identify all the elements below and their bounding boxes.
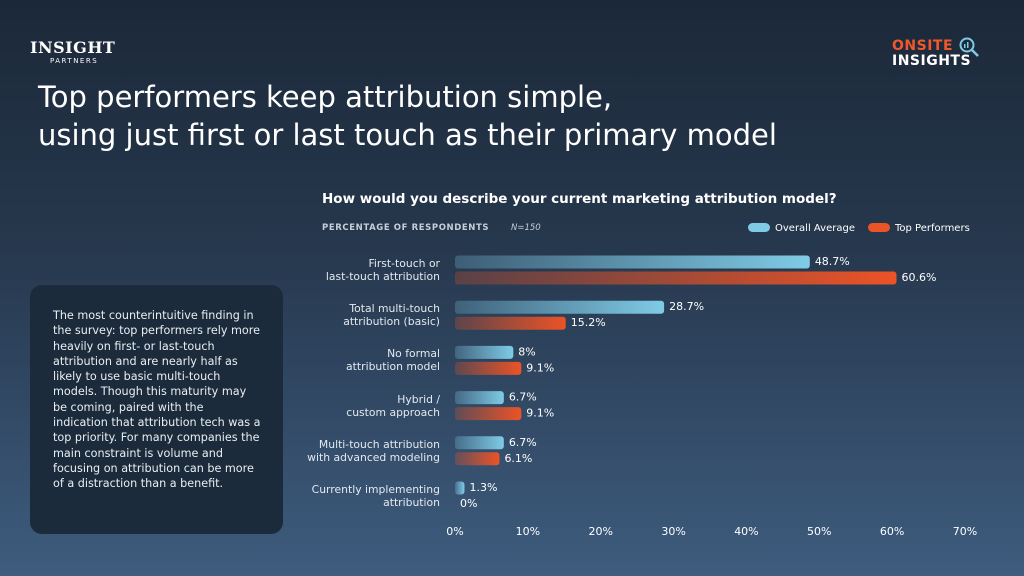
bar — [455, 436, 504, 450]
category-label: No formal attribution model — [346, 347, 440, 374]
logo-sub: PARTNERS — [50, 57, 99, 65]
chart-note: N=150 — [511, 223, 541, 233]
chart-subtitle: PERCENTAGE OF RESPONDENTS — [322, 223, 490, 233]
bar — [455, 391, 504, 405]
value-label: 6.7% — [509, 436, 537, 449]
value-label: 8% — [518, 345, 535, 358]
legend-label: Overall Average — [775, 223, 855, 234]
x-tick-label: 50% — [807, 525, 831, 538]
bar — [455, 255, 810, 269]
value-label: 9.1% — [526, 361, 554, 374]
legend-label: Top Performers — [894, 223, 970, 234]
legend-swatch — [868, 223, 890, 232]
category-label: First-touch or last-touch attribution — [325, 257, 440, 283]
value-label: 1.3% — [469, 481, 497, 494]
value-label: 48.7% — [815, 255, 850, 268]
logo: ONSITE — [892, 38, 954, 54]
x-tick-label: 70% — [953, 525, 977, 538]
sidebar: The most counterintuitive finding in the… — [30, 285, 283, 534]
logo: INSIGHT — [30, 38, 116, 57]
headline: Top performers keep attribution simple, … — [38, 80, 777, 152]
value-label: 15.2% — [571, 316, 606, 329]
category-label: Hybrid / custom approach — [346, 392, 440, 419]
value-label: 60.6% — [902, 271, 937, 284]
value-label: 6.7% — [509, 391, 537, 404]
bar — [455, 452, 500, 466]
x-tick-label: 0% — [446, 525, 463, 538]
bar — [455, 361, 522, 375]
x-tick-label: 20% — [588, 525, 612, 538]
logo: INSIGHTS — [892, 53, 972, 69]
category-label: Currently implementing attribution — [311, 483, 440, 509]
category-label: Total multi-touch attribution (basic) — [343, 302, 440, 329]
legend-swatch — [748, 223, 770, 232]
bar — [455, 300, 665, 314]
bar — [455, 345, 514, 359]
chart-title: How would you describe your current mark… — [322, 191, 837, 207]
x-tick-label: 30% — [661, 525, 685, 538]
value-label: 9.1% — [526, 407, 554, 420]
bar — [455, 271, 897, 285]
logo-icon — [959, 37, 979, 57]
sidebar-text: The most counterintuitive finding in the… — [53, 309, 261, 491]
value-label: 6.1% — [504, 452, 532, 465]
x-tick-label: 60% — [880, 525, 904, 538]
bar — [455, 316, 566, 330]
category-label: Multi-touch attribution with advanced mo… — [307, 437, 440, 464]
bar — [455, 481, 465, 495]
x-tick-label: 40% — [734, 525, 758, 538]
value-label: 0% — [460, 497, 477, 510]
bar — [455, 407, 522, 421]
x-tick-label: 10% — [516, 525, 540, 538]
value-label: 28.7% — [669, 300, 704, 313]
